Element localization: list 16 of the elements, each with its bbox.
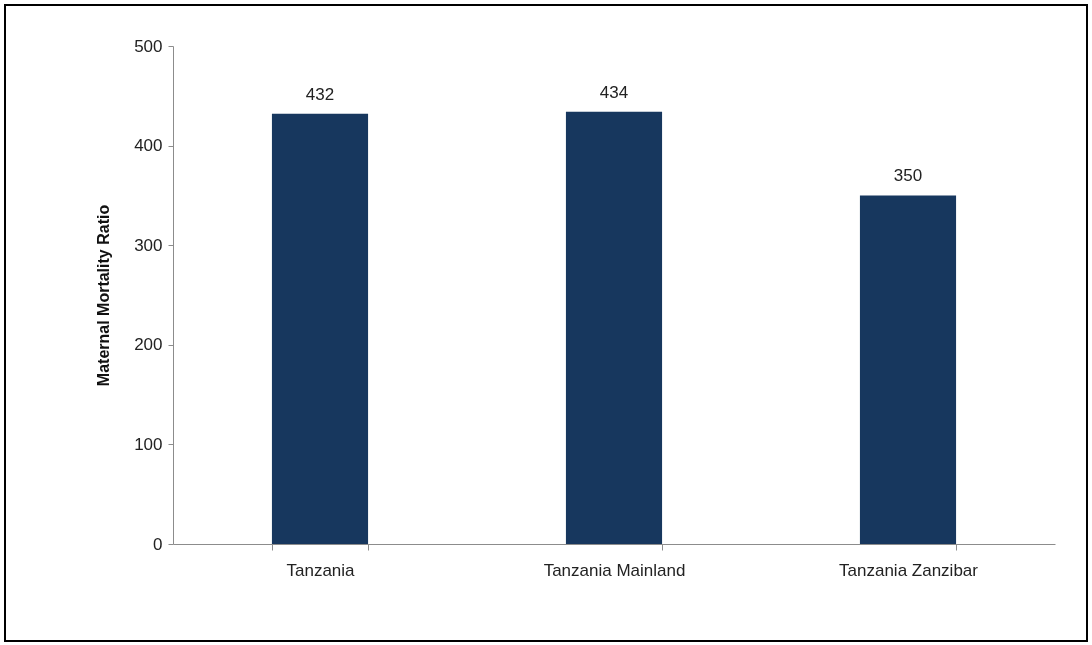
data-label: 432 <box>305 84 335 104</box>
y-tick-label: 0 <box>153 534 163 554</box>
y-tick-label: 400 <box>134 136 163 156</box>
y-tick-label: 200 <box>134 335 163 355</box>
data-label: 350 <box>893 166 923 186</box>
x-tick-label: Tanzania Mainland <box>543 560 686 580</box>
bar <box>565 111 663 544</box>
bar <box>859 195 957 544</box>
x-tick-label: Tanzania <box>286 560 356 580</box>
bar <box>271 113 369 544</box>
x-tick-label: Tanzania Zanzibar <box>839 560 979 580</box>
y-tick-label: 500 <box>134 36 163 56</box>
data-label: 434 <box>599 82 629 102</box>
y-tick-label: 300 <box>134 235 163 255</box>
y-tick-label: 100 <box>134 434 163 454</box>
y-axis-title: Maternal Mortality Ratio <box>95 204 113 387</box>
